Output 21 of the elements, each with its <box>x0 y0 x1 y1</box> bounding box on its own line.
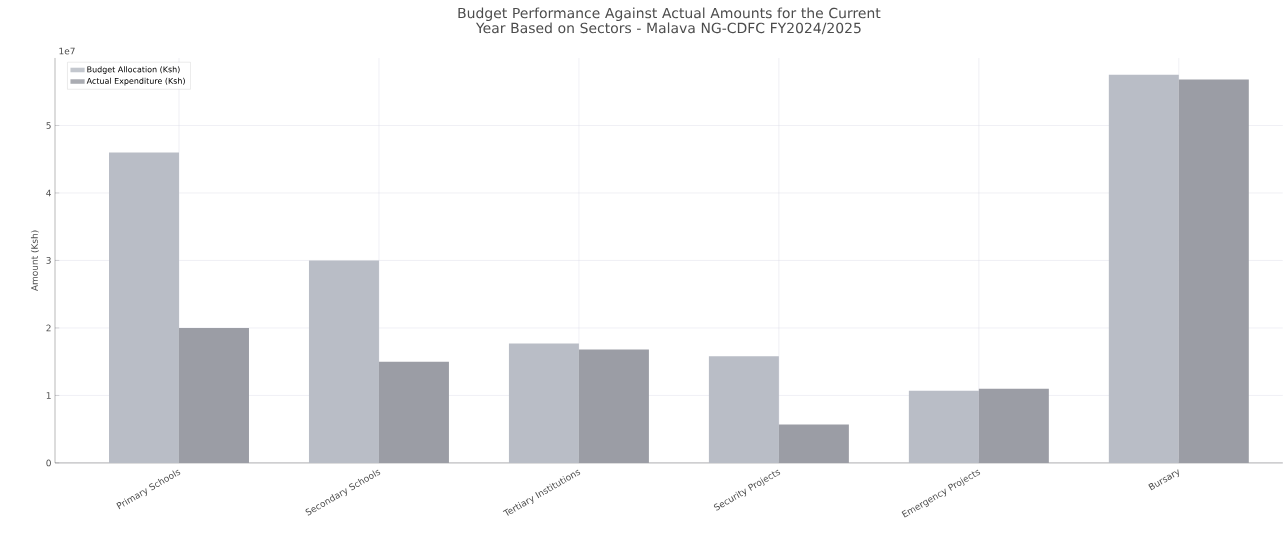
y-tick-label: 1 <box>46 392 51 399</box>
bar <box>708 356 779 463</box>
bar <box>1108 74 1179 463</box>
y-tick-label: 4 <box>46 189 51 197</box>
bar <box>978 388 1049 463</box>
y-axis-title: Amount (Ksh) <box>30 230 39 292</box>
bar <box>378 361 449 463</box>
bar <box>1178 79 1249 463</box>
bar <box>508 343 579 463</box>
chart-title: Budget Performance Against Actual Amounts for the Current Year Based on Sectors - Malava NG-CDFC FY2024/2025 <box>458 7 881 35</box>
bar <box>778 424 849 463</box>
text: 1e7 <box>59 47 75 55</box>
bar <box>578 349 649 463</box>
y-tick-label: 2 <box>46 324 51 332</box>
bar <box>178 327 249 463</box>
bar <box>308 260 379 463</box>
y-tick-label: 5 <box>46 122 51 129</box>
y-tick-label: 0 <box>46 459 51 467</box>
y-tick-label: 3 <box>46 257 51 264</box>
bar <box>908 390 979 463</box>
bar <box>109 152 179 463</box>
